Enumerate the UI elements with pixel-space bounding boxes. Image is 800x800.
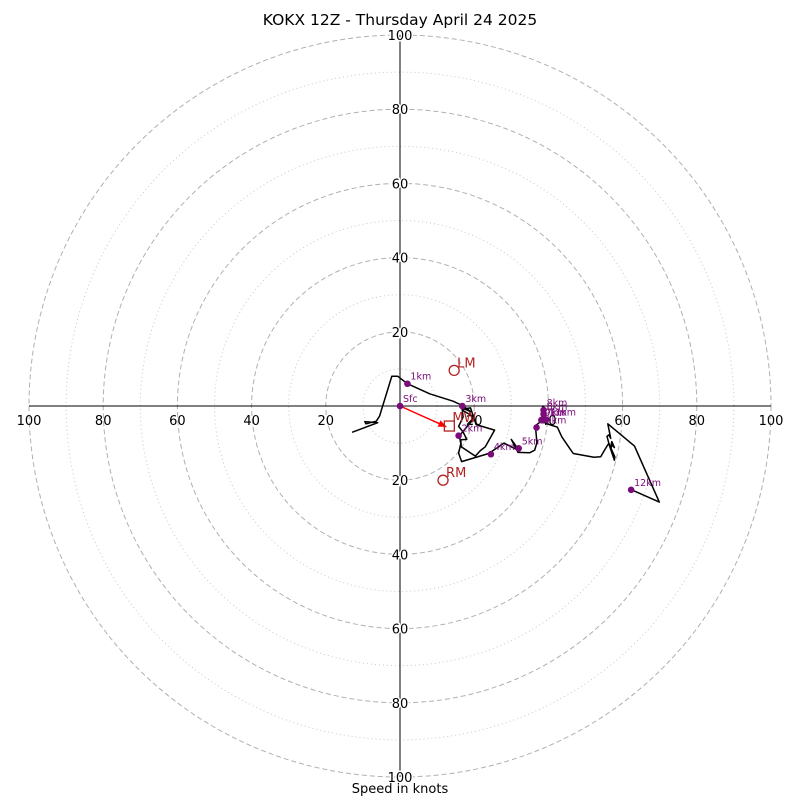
height-label: 2km <box>462 424 483 435</box>
height-label: Sfc <box>403 394 418 405</box>
height-label: 12km <box>634 478 661 489</box>
height-marker <box>533 424 540 431</box>
right-mover-marker <box>437 474 449 486</box>
y-tick-label: 100 <box>388 29 413 44</box>
x-tick-label: 20 <box>318 414 335 429</box>
height-marker <box>396 402 404 410</box>
height-marker <box>540 406 547 414</box>
y-tick-label: 40 <box>392 548 409 563</box>
height-marker <box>538 416 545 424</box>
height-label: 6km <box>547 402 568 413</box>
x-tick-label: 80 <box>95 414 112 429</box>
height-label: 8km <box>547 398 568 409</box>
y-tick-label: 80 <box>392 103 409 118</box>
height-marker <box>404 380 411 388</box>
height-label: 11km <box>549 408 576 419</box>
x-tick-label: 100 <box>17 414 42 429</box>
height-marker <box>459 402 466 410</box>
x-tick-label: 80 <box>689 414 706 429</box>
height-label: 3km <box>465 394 486 405</box>
x-axis-label: Speed in knots <box>351 782 449 797</box>
shear-vector-line <box>399 405 447 428</box>
height-label: 5km <box>522 436 543 447</box>
height-marker <box>487 450 495 458</box>
height-label: 7km <box>546 407 567 418</box>
height-marker <box>627 486 635 494</box>
right-mover-label: RM <box>446 466 466 481</box>
y-tick-label: 20 <box>392 474 409 489</box>
height-marker <box>542 416 550 424</box>
y-tick-label: 60 <box>392 623 409 638</box>
storm-motion-markers: MW LM RM <box>437 356 477 486</box>
y-tick-label: 100 <box>388 771 413 786</box>
chart-title: KOKX 12Z - Thursday April 24 2025 <box>262 11 538 29</box>
left-mover-marker <box>448 364 460 377</box>
mean-wind-label: MW <box>452 411 476 426</box>
x-tick-label: 40 <box>243 414 260 429</box>
x-tick-label: 100 <box>759 414 784 429</box>
y-tick-label: 80 <box>392 697 409 712</box>
y-tick-label: 40 <box>392 252 409 267</box>
left-mover-label: LM <box>457 356 475 371</box>
y-tick-label: 60 <box>392 177 409 192</box>
x-tick-label: 60 <box>169 414 186 429</box>
x-tick-label: 60 <box>614 414 631 429</box>
height-label: 10km <box>540 416 567 427</box>
height-label: 1km <box>410 372 431 383</box>
height-label: 9km <box>544 408 565 419</box>
height-label: 4km <box>494 442 515 453</box>
y-tick-label: 20 <box>392 326 409 341</box>
height-marker <box>515 444 523 452</box>
height-marker <box>455 432 462 439</box>
mean-wind-marker <box>443 420 455 432</box>
